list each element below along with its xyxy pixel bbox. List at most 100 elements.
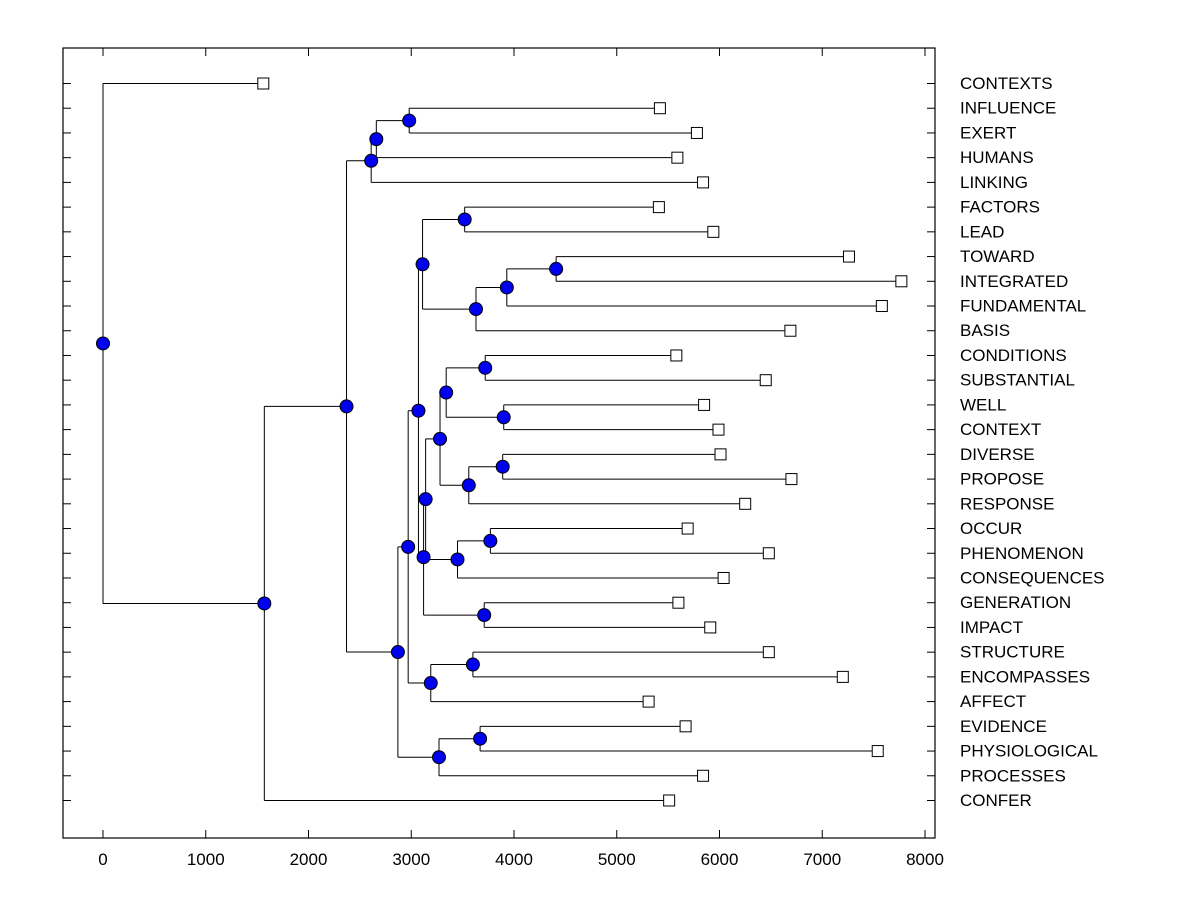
leaf-label: RESPONSE (960, 494, 1054, 513)
x-tick-label: 6000 (701, 850, 739, 869)
leaf-marker (671, 151, 684, 164)
leaf-label: HUMANS (960, 148, 1034, 167)
leaf-label: BASIS (960, 321, 1010, 340)
leaf-label: TOWARD (960, 247, 1035, 266)
leaf-marker (697, 769, 710, 782)
leaf-marker (714, 448, 727, 461)
internal-node-marker (468, 302, 483, 317)
plot-border (62, 47, 936, 839)
leaf-label: WELL (960, 395, 1006, 414)
internal-node-marker (450, 552, 465, 567)
leaf-label: PROPOSE (960, 470, 1044, 489)
internal-node-marker (473, 731, 488, 746)
internal-node-marker (96, 336, 110, 351)
leaf-marker (697, 176, 710, 189)
leaf-marker (785, 473, 798, 486)
leaf-label: PHYSIOLOGICAL (960, 742, 1098, 761)
leaf-marker (895, 275, 908, 288)
internal-node-marker (339, 399, 354, 414)
internal-node-marker (483, 533, 498, 548)
internal-node-marker (401, 539, 416, 554)
internal-node-marker (402, 113, 417, 128)
leaf-marker (836, 670, 849, 683)
leaf-marker (759, 374, 772, 387)
x-tick-label: 4000 (495, 850, 533, 869)
leaf-marker (704, 621, 717, 634)
leaf-label: STRUCTURE (960, 643, 1065, 662)
leaf-label: GENERATION (960, 593, 1071, 612)
x-tick-label: 8000 (906, 850, 944, 869)
internal-node-marker (364, 153, 379, 168)
x-tick-label: 7000 (803, 850, 841, 869)
leaf-label: ENCOMPASSES (960, 667, 1090, 686)
x-tick-label: 3000 (392, 850, 430, 869)
leaf-label: EVIDENCE (960, 717, 1047, 736)
leaf-marker (871, 745, 884, 758)
leaf-label: INTEGRATED (960, 272, 1068, 291)
leaf-label: CONTEXTS (960, 74, 1053, 93)
leaf-label: CONTEXT (960, 420, 1041, 439)
internal-node-marker (495, 459, 510, 474)
internal-node-marker (496, 410, 511, 425)
leaf-marker (679, 720, 692, 733)
leaf-label: CONDITIONS (960, 346, 1067, 365)
leaf-label: LEAD (960, 222, 1004, 241)
leaf-marker (690, 126, 703, 139)
leaf-label: FUNDAMENTAL (960, 297, 1086, 316)
internal-node-marker (461, 478, 476, 493)
internal-node-marker (499, 280, 514, 295)
leaf-label: EXERT (960, 123, 1016, 142)
leaf-marker (652, 201, 665, 214)
leaf-marker (762, 646, 775, 659)
leaf-label: DIVERSE (960, 445, 1035, 464)
internal-node-marker (431, 750, 446, 765)
leaf-marker (842, 250, 855, 263)
leaf-label: CONSEQUENCES (960, 568, 1105, 587)
leaf-marker (672, 596, 685, 609)
leaf-label: FACTORS (960, 198, 1040, 217)
leaf-marker (663, 794, 676, 807)
leaf-marker (712, 423, 725, 436)
internal-node-marker (415, 257, 430, 272)
leaf-marker (642, 695, 655, 708)
leaf-label: SUBSTANTIAL (960, 371, 1075, 390)
leaf-label: INFLUENCE (960, 99, 1056, 118)
internal-node-marker (257, 596, 272, 611)
leaf-label: IMPACT (960, 618, 1023, 637)
internal-node-marker (478, 360, 493, 375)
internal-node-marker (433, 431, 448, 446)
leaf-marker (681, 522, 694, 535)
leaf-marker (653, 102, 666, 115)
leaf-marker (717, 571, 730, 584)
internal-node-marker (465, 657, 480, 672)
leaf-label: CONFER (960, 791, 1032, 810)
internal-node-marker (418, 492, 433, 507)
internal-node-marker (416, 550, 431, 565)
x-tick-label: 5000 (598, 850, 636, 869)
internal-node-marker (477, 608, 492, 623)
leaf-label: PHENOMENON (960, 544, 1084, 563)
leaf-label: PROCESSES (960, 766, 1066, 785)
internal-node-marker (411, 403, 426, 418)
leaf-label: LINKING (960, 173, 1028, 192)
internal-node-marker (390, 645, 405, 660)
internal-node-marker (423, 676, 438, 691)
leaf-marker (670, 349, 683, 362)
leaf-label: AFFECT (960, 692, 1026, 711)
leaf-marker (762, 547, 775, 560)
leaf-label: OCCUR (960, 519, 1022, 538)
internal-node-marker (369, 132, 384, 147)
leaf-marker (784, 324, 797, 337)
internal-node-marker (549, 261, 564, 276)
leaf-marker (257, 77, 270, 90)
internal-node-marker (439, 385, 454, 400)
leaf-marker (698, 398, 711, 411)
x-tick-label: 1000 (187, 850, 225, 869)
x-tick-label: 0 (98, 850, 107, 869)
leaf-marker (707, 225, 720, 238)
internal-node-marker (457, 212, 472, 227)
x-tick-label: 2000 (290, 850, 328, 869)
leaf-marker (739, 497, 752, 510)
